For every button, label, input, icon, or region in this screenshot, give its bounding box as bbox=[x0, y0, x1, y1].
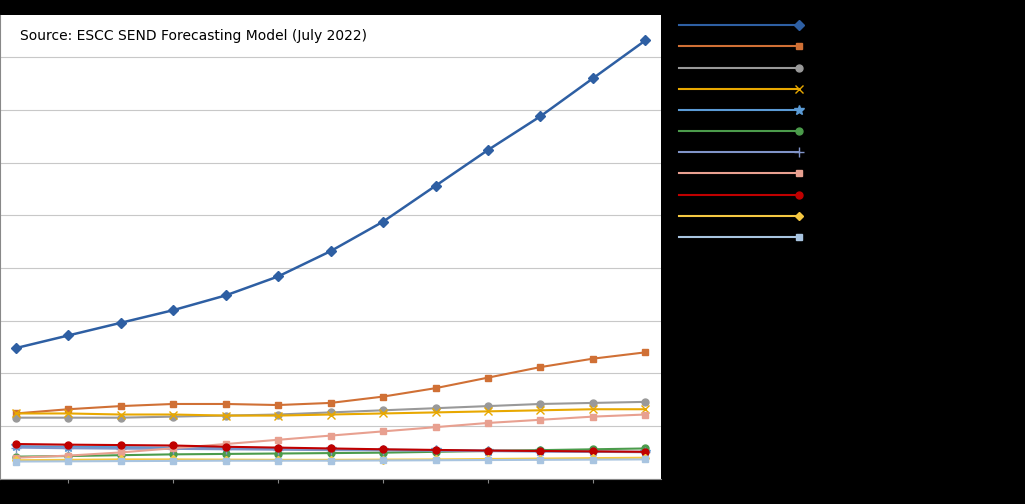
Text: Source: ESCC SEND Forecasting Model (July 2022): Source: ESCC SEND Forecasting Model (Jul… bbox=[19, 29, 367, 43]
